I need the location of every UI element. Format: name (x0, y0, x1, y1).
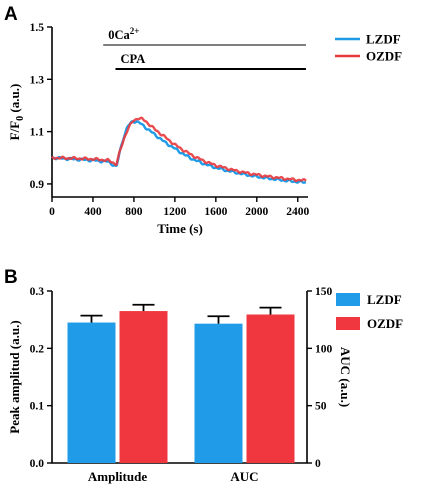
y-tick-label: 1.1 (30, 127, 45, 139)
right-y-tick-label: 0 (315, 458, 321, 470)
left-y-tick-label: 0.3 (30, 286, 45, 298)
x-tick-label: 800 (125, 206, 143, 218)
legend-swatch-lzdf (336, 293, 360, 306)
treatment-label-0: 0Ca2+ (108, 26, 139, 42)
y-tick-label: 1.5 (30, 22, 45, 34)
panel-a-legend: LZDF OZDF (335, 32, 402, 64)
category-label-auc: AUC (230, 469, 258, 484)
legend-label-ozdf: OZDF (366, 49, 402, 64)
x-tick-label: 400 (84, 206, 102, 218)
x-tick-label: 2400 (286, 206, 309, 218)
left-y-tick-label: 0.0 (30, 458, 45, 470)
legend-label-lzdf: LZDF (367, 292, 402, 307)
series-line-lzdf (51, 120, 307, 184)
panel-a-line-chart: 0.9 1.1 1.3 1.5 0 400 800 1200 1600 2000 2400 Time … (7, 22, 310, 236)
right-y-axis-title: AUC (a.u.) (338, 347, 353, 407)
right-y-tick-label: 50 (315, 401, 327, 413)
treatment-label-1: CPA (120, 52, 145, 66)
x-axis-title: Time (s) (157, 221, 203, 236)
x-tick-label: 1200 (163, 206, 186, 218)
bar-auc-lzdf (194, 323, 243, 463)
legend-label-ozdf: OZDF (367, 316, 403, 331)
y-axis-title: F/F0 (a.u.) (7, 84, 26, 141)
bar-amplitude-lzdf (67, 322, 116, 463)
bar-amplitude-ozdf (119, 311, 168, 463)
y-tick-label: 1.3 (30, 74, 45, 86)
panel-b-letter: B (4, 267, 18, 288)
left-y-tick-label: 0.2 (30, 343, 45, 355)
right-y-tick-label: 150 (315, 286, 333, 298)
panel-a-letter: A (4, 4, 18, 25)
legend-swatch-ozdf (336, 317, 360, 330)
panel-b-legend: LZDF OZDF (336, 292, 403, 331)
panel-b-bar-chart: 0.0 0.1 0.2 0.3 0 50 100 150 Peak amplitud (a.u.… (7, 286, 353, 484)
legend-label-lzdf: LZDF (366, 32, 401, 47)
right-y-tick-label: 100 (315, 343, 333, 355)
series-line-ozdf (51, 116, 307, 183)
bar-auc-ozdf (246, 314, 295, 463)
left-y-tick-label: 0.1 (30, 401, 45, 413)
category-label-amplitude: Amplitude (88, 469, 147, 484)
x-tick-label: 0 (49, 206, 55, 218)
left-y-axis-title: Peak amplitud (a.u.) (7, 320, 22, 433)
y-tick-label: 0.9 (30, 179, 45, 191)
x-tick-label: 1600 (204, 206, 227, 218)
x-tick-label: 2000 (245, 206, 268, 218)
